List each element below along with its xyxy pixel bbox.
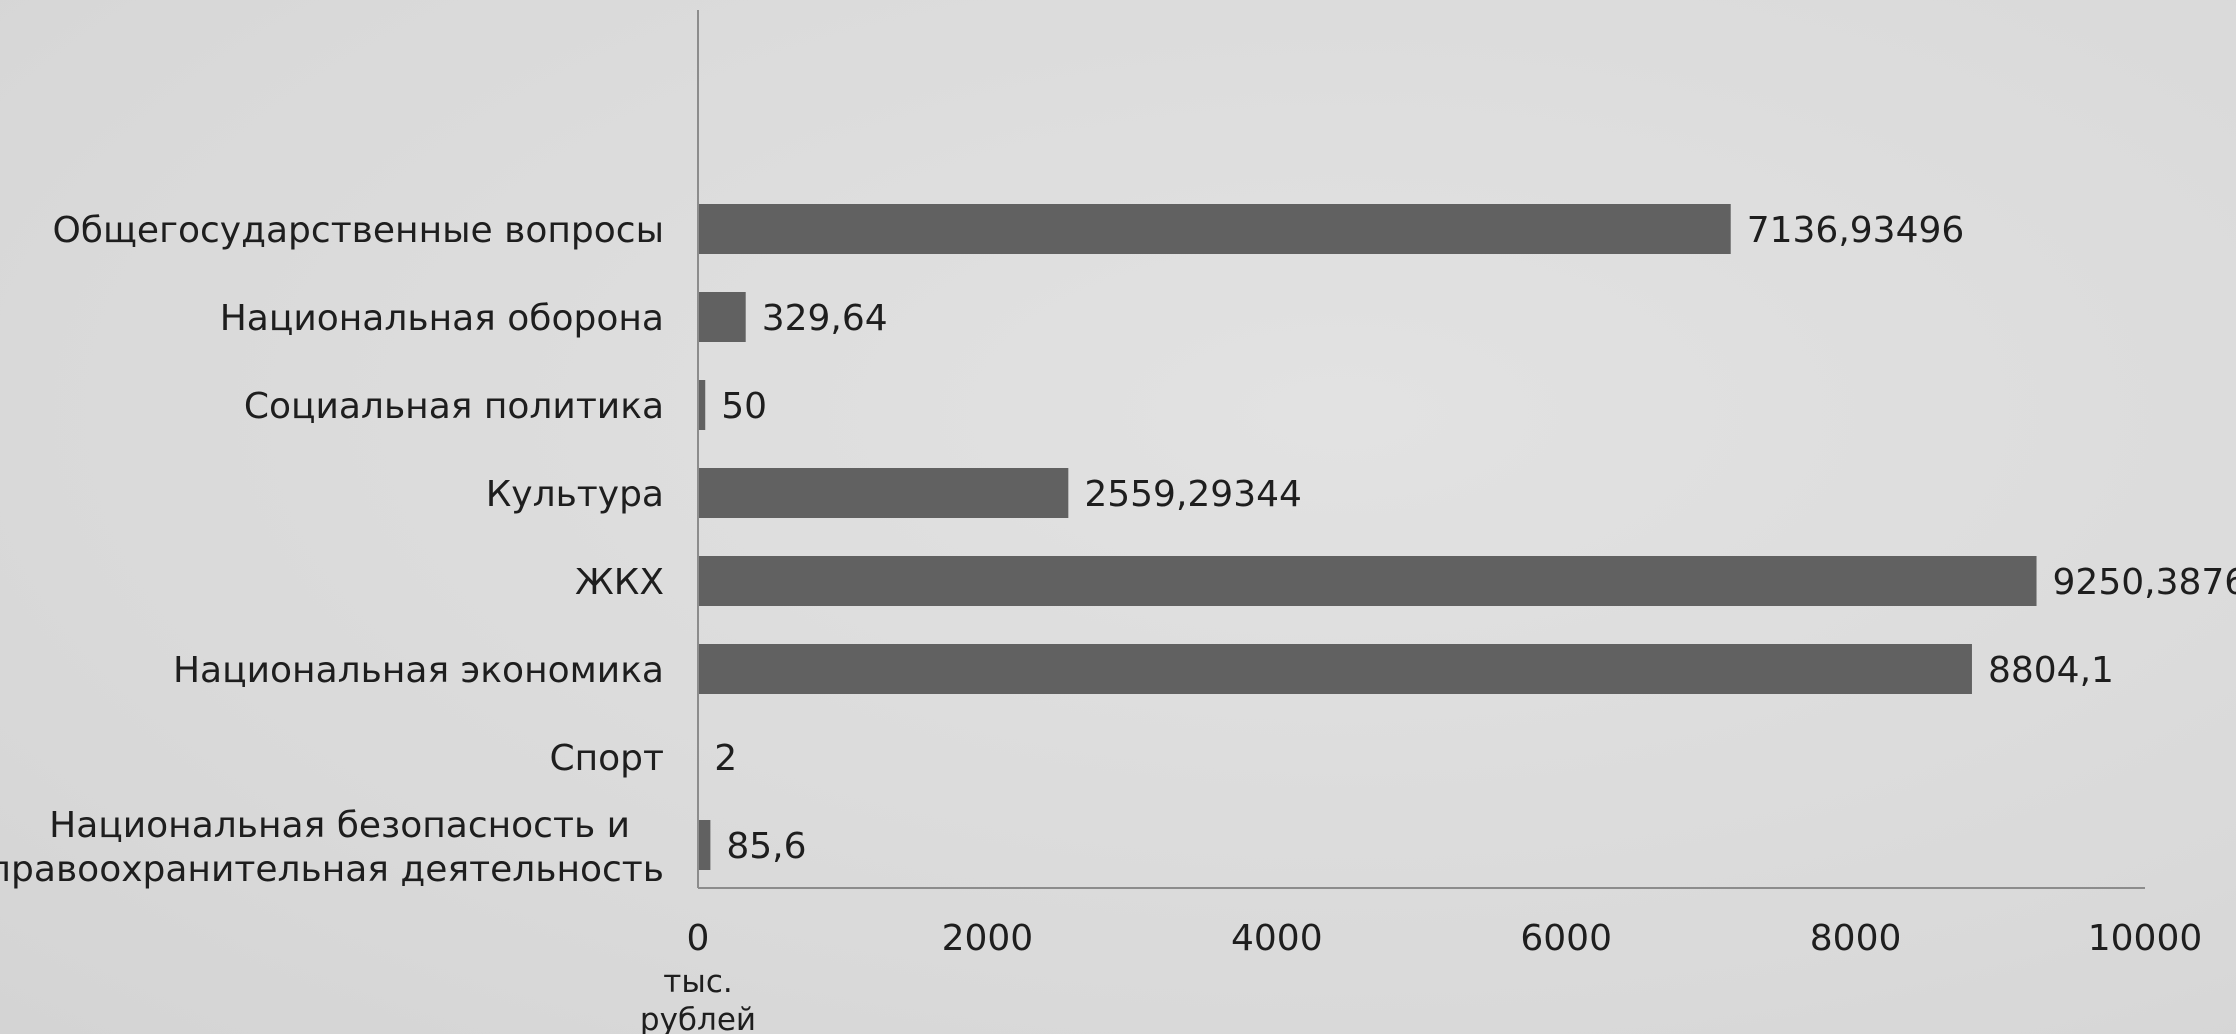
x-tick-label-10000: 10000 <box>2088 918 2203 959</box>
x-axis-unit-line-2: рублей <box>640 1002 756 1034</box>
bar-4 <box>698 468 1069 518</box>
bar-3 <box>698 380 706 430</box>
bar-6 <box>698 644 1972 694</box>
value-label-6: 8804,1 <box>1988 650 2114 691</box>
category-label-2: Национальная оборона <box>220 298 664 339</box>
x-tick-label-6000: 6000 <box>1520 918 1612 959</box>
category-label-8-line-1: Национальная безопасность и <box>49 805 630 846</box>
value-label-7: 2 <box>714 738 737 779</box>
category-labels-group: Общегосударственные вопросы Национальная … <box>0 210 664 890</box>
value-labels-group: 7136,93496 329,64 50 2559,29344 9250,3876 880… <box>714 210 2236 867</box>
x-tick-label-8000: 8000 <box>1810 918 1902 959</box>
bar-1 <box>698 204 1731 254</box>
x-tick-label-0: 0 <box>687 918 710 959</box>
category-label-6: Национальная экономика <box>173 650 664 691</box>
category-label-8-line-2: правоохранительная деятельность <box>0 849 664 890</box>
value-label-2: 329,64 <box>762 298 888 339</box>
bar-8 <box>698 820 711 870</box>
value-label-3: 50 <box>721 386 767 427</box>
category-label-5: ЖКХ <box>575 562 664 603</box>
category-label-7: Спорт <box>549 738 664 779</box>
value-label-4: 2559,29344 <box>1084 474 1302 515</box>
x-tick-labels-group: 0 2000 4000 6000 8000 10000 <box>687 918 2203 959</box>
category-label-3: Социальная политика <box>244 386 664 427</box>
category-label-1: Общегосударственные вопросы <box>52 210 664 251</box>
bar-2 <box>698 292 746 342</box>
value-label-5: 9250,3876 <box>2053 562 2236 603</box>
category-label-8: Национальная безопасность и правоохраните… <box>0 805 664 890</box>
bar-5 <box>698 556 2037 606</box>
category-label-4: Культура <box>486 474 664 515</box>
value-label-8: 85,6 <box>726 826 806 867</box>
x-tick-label-2000: 2000 <box>942 918 1034 959</box>
x-axis-unit-line-1: тыс. <box>663 964 732 1000</box>
value-label-1: 7136,93496 <box>1747 210 1965 251</box>
x-tick-label-4000: 4000 <box>1231 918 1323 959</box>
bars-group <box>698 204 2037 870</box>
